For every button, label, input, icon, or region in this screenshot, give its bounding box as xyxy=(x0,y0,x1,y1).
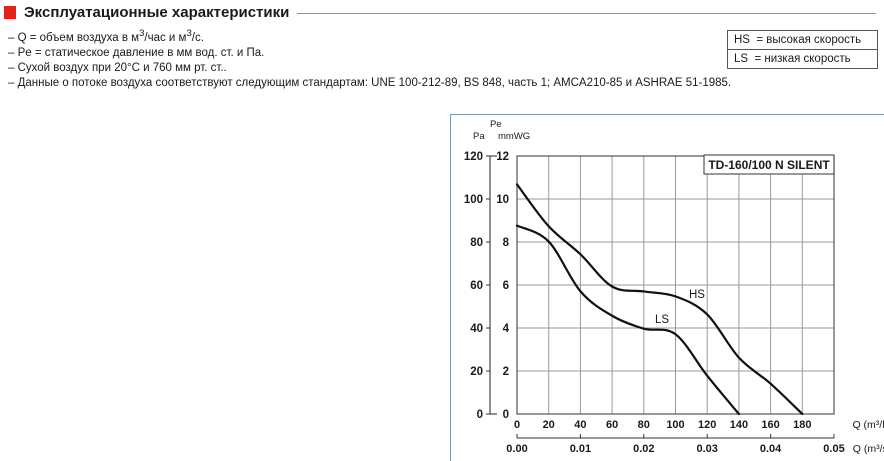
svg-text:20: 20 xyxy=(543,419,555,431)
svg-text:60: 60 xyxy=(470,280,483,292)
svg-text:0.04: 0.04 xyxy=(760,443,782,455)
svg-text:100: 100 xyxy=(666,419,684,431)
svg-text:0: 0 xyxy=(514,419,520,431)
svg-text:80: 80 xyxy=(638,419,650,431)
svg-text:0: 0 xyxy=(503,409,509,421)
svg-text:Pa: Pa xyxy=(473,131,485,142)
svg-text:40: 40 xyxy=(470,323,483,335)
svg-text:0.03: 0.03 xyxy=(696,443,717,455)
svg-text:120: 120 xyxy=(698,419,716,431)
svg-text:120: 120 xyxy=(464,151,483,163)
svg-text:2: 2 xyxy=(503,366,509,378)
svg-text:100: 100 xyxy=(464,194,483,206)
svg-text:12: 12 xyxy=(496,151,509,163)
svg-text:160: 160 xyxy=(761,419,779,431)
svg-text:40: 40 xyxy=(574,419,586,431)
svg-text:Q (m³/s): Q (m³/s) xyxy=(853,443,884,455)
svg-text:140: 140 xyxy=(730,419,748,431)
svg-text:0.05: 0.05 xyxy=(823,443,844,455)
svg-text:LS: LS xyxy=(655,314,669,326)
svg-text:6: 6 xyxy=(503,280,509,292)
svg-text:TD-160/100 N SILENT: TD-160/100 N SILENT xyxy=(708,158,830,172)
svg-text:80: 80 xyxy=(470,237,483,249)
svg-text:mmWG: mmWG xyxy=(498,131,530,142)
svg-text:0.02: 0.02 xyxy=(633,443,654,455)
svg-text:Pe: Pe xyxy=(490,119,502,130)
svg-text:HS: HS xyxy=(689,289,705,301)
svg-text:0: 0 xyxy=(477,409,483,421)
svg-text:8: 8 xyxy=(503,237,510,249)
svg-text:0.00: 0.00 xyxy=(506,443,527,455)
svg-text:4: 4 xyxy=(503,323,510,335)
svg-text:180: 180 xyxy=(793,419,811,431)
svg-text:60: 60 xyxy=(606,419,618,431)
svg-text:20: 20 xyxy=(470,366,483,378)
svg-text:0.01: 0.01 xyxy=(570,443,591,455)
svg-text:10: 10 xyxy=(496,194,509,206)
svg-text:Q (m³/h): Q (m³/h) xyxy=(852,419,884,431)
